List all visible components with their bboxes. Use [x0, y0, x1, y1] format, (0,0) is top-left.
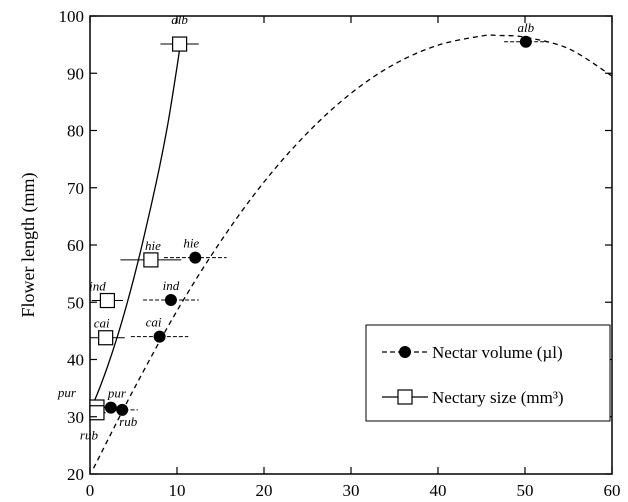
- y-tick-label: 60: [67, 236, 84, 255]
- nectary-size-point-rub: [89, 405, 105, 421]
- nectar-volume-legend-marker: [399, 346, 411, 358]
- nectar-volume-point-hie: [189, 251, 202, 264]
- x-tick-label: 10: [169, 481, 186, 500]
- nectary-size-point-label: cai: [94, 316, 110, 331]
- nectar-volume-legend-label: Nectar volume (µl): [432, 343, 563, 362]
- nectary-size-point-label: ind: [89, 279, 106, 294]
- x-tick-label: 60: [604, 481, 621, 500]
- nectar-volume-point-alb: [519, 35, 532, 48]
- nectar-volume-point-label: alb: [518, 20, 535, 35]
- nectar-volume-point-label: hie: [183, 236, 199, 251]
- nectary-size-legend-marker: [397, 389, 413, 405]
- nectar-volume-point-label: pur: [107, 386, 127, 401]
- y-tick-label: 20: [67, 465, 84, 484]
- nectary-size-point-alb: [172, 36, 188, 52]
- nectary-size-legend-label: Nectary size (mm³): [432, 388, 564, 407]
- y-tick-label: 30: [67, 408, 84, 427]
- point-labels: alb hie ind cai pur rub alb hie ind cai pur rub: [57, 12, 535, 443]
- nectary-size-fit-curve: [90, 37, 182, 412]
- nectary-size-point-label: rub: [80, 428, 99, 443]
- x-tick-label: 50: [517, 481, 534, 500]
- legend-box: [365, 324, 611, 422]
- nectar-volume-point-label: ind: [163, 278, 180, 293]
- nectar-volume-point-pur: [104, 401, 117, 414]
- y-tick-label: 70: [67, 179, 84, 198]
- x-tick-label: 40: [430, 481, 447, 500]
- nectar-volume-point-cai: [153, 330, 166, 343]
- nectar-volume-point-label: cai: [146, 315, 162, 330]
- nectary-size-point-cai: [98, 330, 114, 346]
- nectar-volume-point-label: rub: [119, 414, 138, 429]
- nectary-size-point-label: pur: [57, 385, 77, 400]
- x-tick-label: 30: [343, 481, 360, 500]
- y-axis-title: Flower length (mm): [18, 173, 39, 318]
- x-tick-label: 20: [256, 481, 273, 500]
- nectar-volume-point-rub: [116, 403, 129, 416]
- y-tick-label: 40: [67, 351, 84, 370]
- nectar-volume-point-ind: [164, 293, 177, 306]
- y-tick-label: 50: [67, 293, 84, 312]
- nectary-size-point-hie: [143, 252, 159, 268]
- fit-curves: [90, 34, 612, 469]
- nectary-size-point-label: hie: [145, 238, 161, 253]
- y-tick-label: 80: [67, 122, 84, 141]
- nectary-size-point-ind: [99, 292, 116, 309]
- y-tick-label: 100: [59, 7, 85, 26]
- x-tick-label: 0: [86, 481, 95, 500]
- legend: Nectar volume (µl) Nectary size (mm³): [365, 324, 611, 422]
- y-tick-label: 90: [67, 64, 84, 83]
- data-points: [89, 35, 532, 421]
- axis-ticks: 0 10 20 30 40 50 60 20 30 40 50 60 70 80 90 100: [59, 7, 621, 500]
- nectary-size-point-label: alb: [171, 12, 188, 27]
